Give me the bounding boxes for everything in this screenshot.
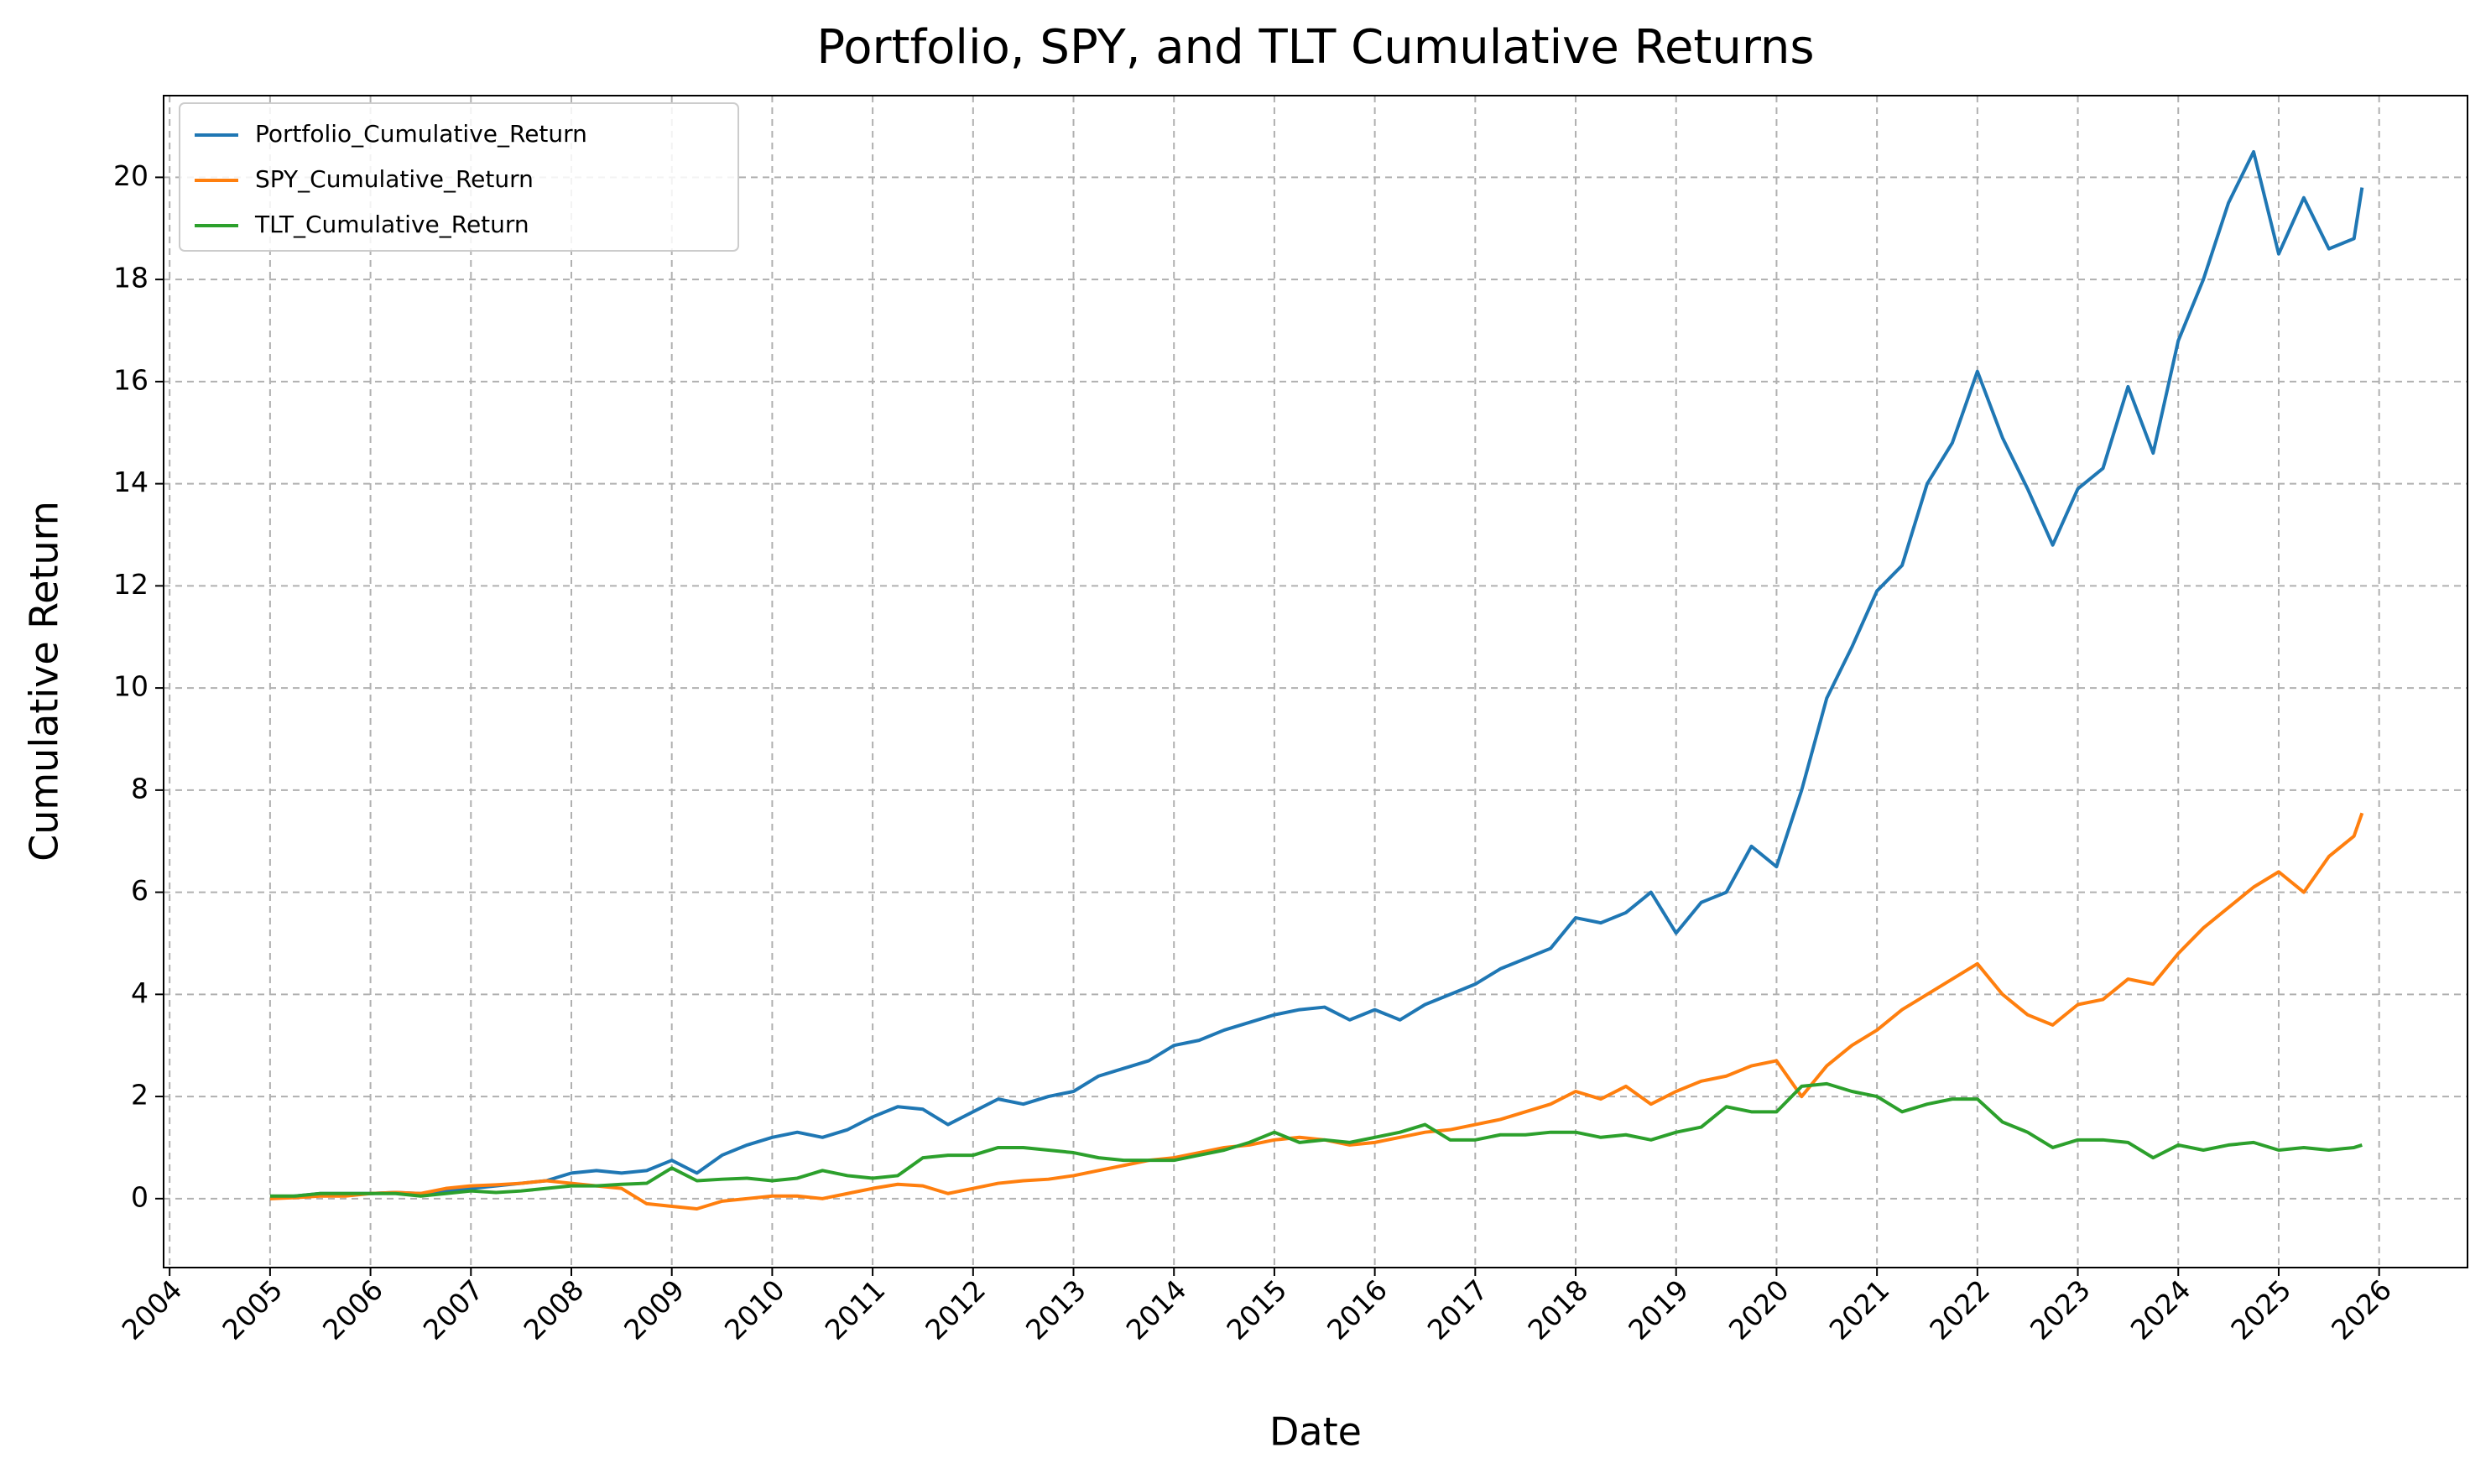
legend-label: TLT_Cumulative_Return [254,211,529,238]
y-tick-label: 2 [131,1079,149,1112]
y-axis-label: Cumulative Return [22,501,67,862]
series-line [269,1081,2363,1198]
legend: Portfolio_Cumulative_Return SPY_Cumulativ… [179,102,739,252]
y-tick-label: 20 [113,159,149,192]
chart-title: Portfolio, SPY, and TLT Cumulative Retur… [816,20,1814,75]
y-tick-label: 14 [113,466,149,498]
y-tick-label: 16 [113,363,149,396]
legend-box [179,102,739,252]
y-tick-label: 6 [131,874,149,907]
y-tick-label: 12 [113,568,149,601]
y-tick-label: 18 [113,262,149,294]
y-tick-label: 4 [131,976,149,1009]
y-tick-label: 10 [113,670,149,703]
y-tick-label: 0 [131,1180,149,1213]
y-tick-label: 8 [131,772,149,804]
plot-frame [163,95,2468,1268]
legend-label: SPY_Cumulative_Return [255,165,534,193]
series-line [269,149,2364,1200]
x-axis-label: Date [1269,1409,1362,1455]
legend-label: Portfolio_Cumulative_Return [255,120,587,148]
